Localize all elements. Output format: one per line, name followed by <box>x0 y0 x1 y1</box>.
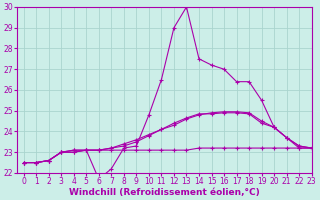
X-axis label: Windchill (Refroidissement éolien,°C): Windchill (Refroidissement éolien,°C) <box>69 188 260 197</box>
